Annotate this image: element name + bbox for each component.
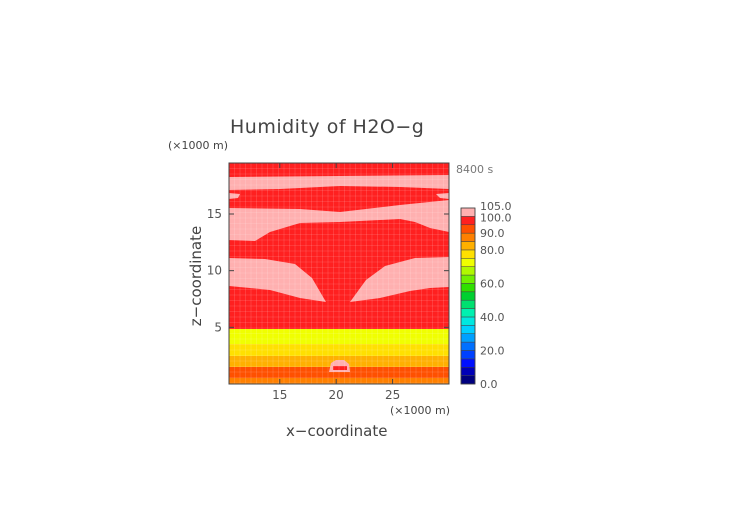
colorbar-label: 0.0 [480,378,498,391]
patch-ground-center-core [333,366,347,370]
wedge-right [350,257,449,302]
colorbar-segment [460,366,476,376]
y-tick-label: 15 [207,207,222,221]
colorbar-label: 100.0 [480,211,512,224]
humidity-field [229,163,449,384]
colorbar-segment [460,308,476,318]
x-unit-label: (×1000 m) [390,404,451,417]
colorbar-segment [460,316,476,326]
x-tick-label: 25 [385,388,400,402]
colorbar-segment [460,232,476,242]
colorbar-label: 40.0 [480,311,505,324]
band-upper-right-tail [405,215,449,232]
band-saturated [229,163,449,329]
colorbar-segment [460,266,476,276]
colorbar-segment [460,341,476,351]
y-tick-label: 5 [214,320,222,334]
x-axis-label: x−coordinate [286,422,388,440]
time-label: 8400 s [456,163,494,176]
band-upper [229,200,449,241]
colorbar-label: 80.0 [480,244,505,257]
chart-title: Humidity of H2O−g [230,116,425,138]
plot-frame [228,162,450,385]
colorbar-segment [460,358,476,368]
band-yellow [229,329,449,344]
band-top [229,175,449,190]
colorbar-segment [460,249,476,259]
colorbar-segment [460,207,476,217]
colorbar-segment [460,291,476,301]
colorbar-segment [460,333,476,343]
colorbar-segment [460,299,476,309]
colorbar-segment [460,274,476,284]
colorbar-segment [460,216,476,226]
colorbar-frame [460,207,476,385]
colorbar-segment [460,224,476,234]
colorbar-segment [460,283,476,293]
colorbar-segment [460,258,476,267]
colorbar-label: 20.0 [480,344,505,357]
z-unit-label: (×1000 m) [168,139,229,152]
y-tick-label: 10 [207,264,222,278]
colorbar-segment [460,325,476,334]
colorbar-segment [460,375,476,385]
band-top-right-spot [436,193,449,199]
colorbar-label: 105.0 [480,200,512,213]
band-gold [229,344,449,356]
colorbar-segment [460,350,476,360]
x-tick-label: 20 [329,388,344,402]
band-surface [229,378,449,384]
wedge-left [229,258,326,302]
colorbar-label: 60.0 [480,277,505,290]
axis-ticks: 15 20 25 5 10 15 [207,163,449,402]
grid-lines [229,163,449,384]
colorbar-segment [460,241,476,251]
colorbar-label: 90.0 [480,227,505,240]
band-top-left-spot [229,193,240,199]
x-tick-label: 15 [272,388,287,402]
band-low-red [229,367,449,378]
